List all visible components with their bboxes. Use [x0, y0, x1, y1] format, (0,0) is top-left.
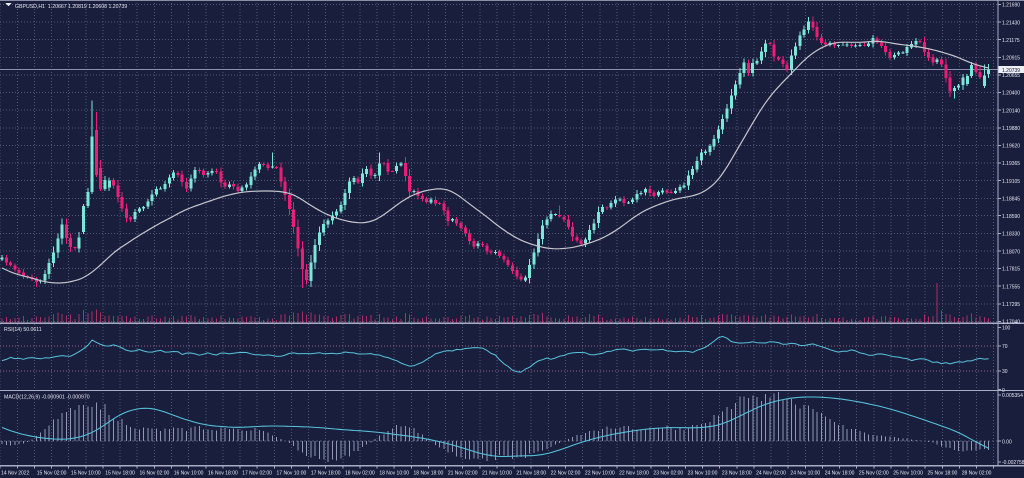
svg-text:1.19105: 1.19105: [1002, 179, 1020, 185]
svg-text:24 Nov 10:00: 24 Nov 10:00: [790, 471, 820, 477]
svg-text:23 Nov 02:00: 23 Nov 02:00: [653, 471, 683, 477]
svg-text:17 Nov 18:00: 17 Nov 18:00: [311, 471, 341, 477]
svg-text:1.19880: 1.19880: [1002, 126, 1020, 132]
svg-text:21 Nov 10:00: 21 Nov 10:00: [482, 471, 512, 477]
svg-text:0.00: 0.00: [1002, 439, 1012, 445]
svg-text:22 Nov 10:00: 22 Nov 10:00: [585, 471, 615, 477]
svg-text:1.17295: 1.17295: [1002, 302, 1020, 308]
svg-text:1.19620: 1.19620: [1002, 144, 1020, 150]
svg-text:17 Nov 10:00: 17 Nov 10:00: [277, 471, 307, 477]
svg-text:16 Nov 02:00: 16 Nov 02:00: [140, 471, 170, 477]
svg-text:RSI(14) 50.0611: RSI(14) 50.0611: [4, 327, 42, 333]
svg-text:1.19365: 1.19365: [1002, 161, 1020, 167]
svg-text:14 Nov 2022: 14 Nov 2022: [1, 471, 30, 477]
svg-text:25 Nov 02:00: 25 Nov 02:00: [859, 471, 889, 477]
svg-text:17 Nov 02:00: 17 Nov 02:00: [242, 471, 272, 477]
svg-text:21 Nov 18:00: 21 Nov 18:00: [516, 471, 546, 477]
svg-text:1.21430: 1.21430: [1002, 20, 1020, 26]
svg-text:18 Nov 18:00: 18 Nov 18:00: [414, 471, 444, 477]
svg-text:15 Nov 10:00: 15 Nov 10:00: [71, 471, 101, 477]
svg-text:25 Nov 18:00: 25 Nov 18:00: [928, 471, 958, 477]
svg-text:21 Nov 02:00: 21 Nov 02:00: [448, 471, 478, 477]
svg-text:1.18330: 1.18330: [1002, 232, 1020, 238]
svg-text:1.18070: 1.18070: [1002, 249, 1020, 255]
svg-text:25 Nov 10:00: 25 Nov 10:00: [893, 471, 923, 477]
svg-text:1.17815: 1.17815: [1002, 267, 1020, 273]
svg-text:24 Nov 18:00: 24 Nov 18:00: [825, 471, 855, 477]
svg-text:15 Nov 18:00: 15 Nov 18:00: [105, 471, 135, 477]
svg-text:0.005354: 0.005354: [1002, 393, 1023, 399]
svg-text:15 Nov 02:00: 15 Nov 02:00: [37, 471, 67, 477]
svg-text:1.20655: 1.20655: [1002, 73, 1020, 79]
svg-text:MACD(12,26,9) -0.000901 -0.000: MACD(12,26,9) -0.000901 -0.000970: [4, 395, 90, 401]
svg-text:GBPUSD,H1 1.20667 1.20819 1.2: GBPUSD,H1 1.20667 1.20819 1.20608 1.2073…: [15, 4, 127, 10]
svg-text:23 Nov 18:00: 23 Nov 18:00: [722, 471, 752, 477]
svg-text:-0.002758: -0.002758: [1002, 460, 1024, 466]
svg-text:18 Nov 02:00: 18 Nov 02:00: [345, 471, 375, 477]
svg-text:1.17555: 1.17555: [1002, 284, 1020, 290]
svg-text:18 Nov 10:00: 18 Nov 10:00: [379, 471, 409, 477]
svg-text:0: 0: [1002, 388, 1005, 394]
svg-text:16 Nov 18:00: 16 Nov 18:00: [208, 471, 238, 477]
svg-text:1.21690: 1.21690: [1002, 3, 1020, 9]
svg-text:1.18590: 1.18590: [1002, 214, 1020, 220]
svg-text:1.20400: 1.20400: [1002, 91, 1020, 97]
svg-text:28 Nov 02:00: 28 Nov 02:00: [962, 471, 992, 477]
svg-text:22 Nov 02:00: 22 Nov 02:00: [551, 471, 581, 477]
svg-text:22 Nov 18:00: 22 Nov 18:00: [619, 471, 649, 477]
svg-text:100: 100: [1002, 326, 1011, 332]
svg-text:30: 30: [1002, 369, 1008, 375]
svg-text:1.17040: 1.17040: [1002, 320, 1020, 326]
svg-text:1.21175: 1.21175: [1002, 38, 1020, 44]
svg-text:1.18845: 1.18845: [1002, 197, 1020, 203]
svg-text:23 Nov 10:00: 23 Nov 10:00: [688, 471, 718, 477]
svg-text:1.20739: 1.20739: [1002, 68, 1020, 74]
svg-text:24 Nov 02:00: 24 Nov 02:00: [756, 471, 786, 477]
svg-text:16 Nov 10:00: 16 Nov 10:00: [174, 471, 204, 477]
svg-text:70: 70: [1002, 344, 1008, 350]
svg-text:1.20915: 1.20915: [1002, 56, 1020, 62]
svg-text:1.20140: 1.20140: [1002, 108, 1020, 114]
